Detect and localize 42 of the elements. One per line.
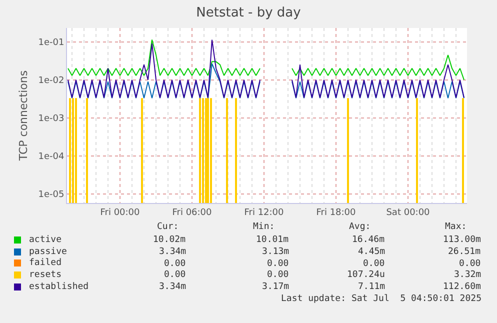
text: Cur: (157, 222, 179, 232)
text: 113.00m (443, 235, 481, 245)
text: 0.00 (459, 259, 481, 269)
text: 4.45m (358, 247, 386, 257)
text: 0.00 (267, 270, 289, 280)
text: 112.60m (443, 282, 481, 292)
x-tick-label: Fri 12:00 (244, 208, 284, 218)
text: Max: (445, 222, 467, 232)
y-tick-label: 1e-03 (38, 114, 64, 124)
chart-title: Netstat - by day (196, 6, 302, 21)
text: 3.34m (159, 282, 186, 292)
text: 16.46m (352, 235, 385, 245)
legend-label: resets (29, 270, 62, 280)
x-tick-label: Fri 06:00 (172, 208, 212, 218)
legend-label: established (29, 282, 89, 292)
text: Last update: Sat Jul 5 04:50:01 2025 (281, 294, 482, 304)
text: 3.34m (159, 247, 186, 257)
x-tick-label: Sat 00:00 (386, 208, 430, 218)
text: 0.00 (267, 259, 289, 269)
text: 0.00 (164, 259, 186, 269)
text: 107.24u (347, 270, 385, 280)
text: 10.02m (153, 235, 186, 245)
text: 7.11m (358, 282, 386, 292)
legend-label: failed (29, 258, 62, 268)
text: 26.51m (448, 247, 481, 257)
text: Min: (253, 222, 275, 232)
text: 10.01m (256, 235, 289, 245)
y-axis-title: TCP connections (16, 70, 30, 162)
text: 0.00 (164, 270, 186, 280)
y-tick-label: 1e-01 (38, 38, 64, 48)
y-tick-label: 1e-04 (38, 152, 64, 162)
text: 3.13m (262, 247, 290, 257)
text: 3.17m (262, 282, 290, 292)
text: 3.32m (454, 270, 482, 280)
y-tick-label: 1e-02 (38, 76, 64, 86)
text: Avg: (349, 222, 371, 232)
x-tick-label: Fri 00:00 (100, 208, 140, 218)
text: 0.00 (363, 259, 385, 269)
x-tick-label: Fri 18:00 (316, 208, 356, 218)
legend-label: passive (29, 247, 67, 257)
legend-label: active (29, 235, 62, 245)
y-tick-label: 1e-05 (38, 190, 64, 200)
